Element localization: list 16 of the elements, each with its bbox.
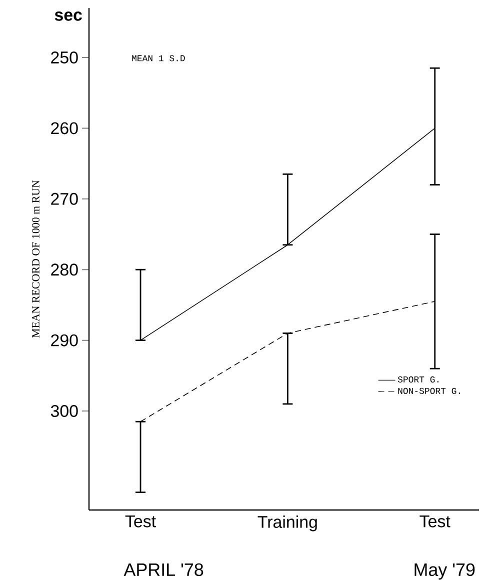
- y-tick-label: 260: [51, 122, 78, 134]
- text: APRIL '78: [124, 563, 204, 576]
- annotation: MEAN 1 S.D: [132, 55, 185, 62]
- x-tick-label: Training: [258, 516, 317, 532]
- legend-label: SPORT G.: [398, 376, 438, 383]
- y-tick-label: 300: [50, 405, 78, 418]
- x-tick-label: Test: [125, 516, 156, 528]
- text: sec: [54, 12, 82, 21]
- legend-label: NON-SPORT G.: [398, 388, 460, 394]
- y-axis-title: MEAN RECORD OF 1000 m RUN: [32, 180, 40, 338]
- y-tick-label: 280: [51, 264, 78, 276]
- y-tick-label: 290: [51, 334, 78, 346]
- y-tick-label: 270: [51, 192, 78, 205]
- text: May '79: [414, 563, 475, 580]
- y-tick-label: 250: [51, 52, 78, 64]
- x-tick-label: Test: [420, 516, 450, 528]
